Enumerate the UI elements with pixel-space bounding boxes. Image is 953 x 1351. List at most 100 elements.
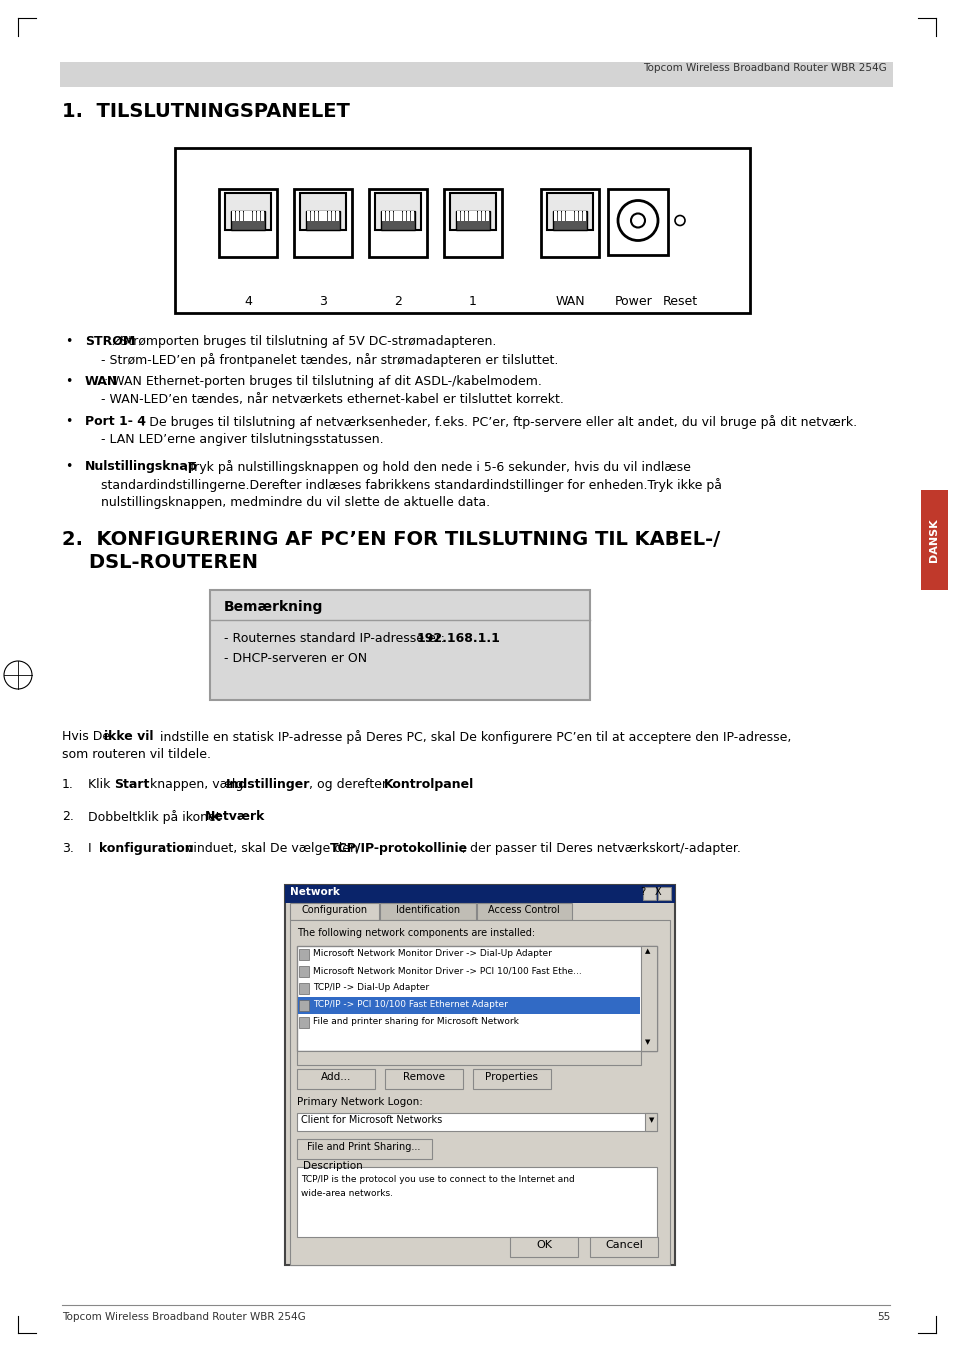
Bar (380, 902, 476, 920)
Bar (296, 1167, 657, 1238)
Bar (296, 1139, 432, 1159)
Bar (240, 211, 243, 222)
Text: Client for Microsoft Networks: Client for Microsoft Networks (301, 1115, 442, 1125)
Bar (244, 211, 248, 222)
Text: 3: 3 (318, 295, 327, 308)
Bar (253, 211, 255, 222)
Text: 1.  TILSLUTNINGSPANELET: 1. TILSLUTNINGSPANELET (62, 101, 350, 122)
Bar (210, 590, 589, 700)
Bar (546, 192, 593, 230)
Bar (473, 1069, 551, 1089)
Text: wide-area networks.: wide-area networks. (301, 1189, 393, 1198)
Text: knappen, vælg: knappen, vælg (147, 778, 248, 790)
Bar (296, 1113, 657, 1131)
Bar (574, 211, 578, 222)
Bar (443, 189, 501, 257)
Bar (540, 189, 598, 257)
Bar (323, 211, 327, 222)
Text: •: • (65, 459, 72, 473)
Bar (640, 946, 657, 1051)
Bar (311, 211, 314, 222)
Bar (477, 211, 480, 222)
Bar (248, 211, 252, 222)
Bar (235, 211, 239, 222)
Bar (589, 1238, 658, 1256)
Text: 2.: 2. (62, 811, 73, 823)
Text: ikke vil: ikke vil (104, 730, 153, 743)
Bar (578, 211, 581, 222)
Text: TCP/IP -> PCI 10/100 Fast Ethernet Adapter: TCP/IP -> PCI 10/100 Fast Ethernet Adapt… (313, 1000, 507, 1009)
Bar (464, 211, 468, 222)
Bar (307, 211, 310, 222)
Bar (920, 490, 947, 590)
Bar (385, 211, 389, 222)
Bar (390, 211, 393, 222)
Bar (561, 211, 565, 222)
Text: Configuration: Configuration (301, 905, 367, 915)
Bar (398, 211, 401, 222)
Bar (449, 192, 496, 230)
Bar (473, 211, 476, 222)
Text: The following network components are installed:: The following network components are ins… (296, 928, 535, 938)
Bar (298, 1000, 309, 1011)
Bar (285, 885, 675, 1265)
Text: : De bruges til tilslutning af netværksenheder, f.eks. PC’er, ftp-servere eller : : De bruges til tilslutning af netværkse… (141, 415, 856, 430)
Text: OK: OK (536, 1240, 552, 1250)
Text: ▼: ▼ (648, 1117, 654, 1123)
Bar (553, 211, 586, 230)
Text: Properties: Properties (485, 1071, 537, 1082)
Text: vinduet, skal De vælge den: vinduet, skal De vælge den (182, 842, 361, 855)
Bar (375, 192, 421, 230)
Text: ?: ? (639, 888, 644, 897)
Bar (456, 211, 459, 222)
Bar (658, 888, 670, 900)
Text: standardindstillingerne.Derefter indlæses fabrikkens standardindstillinger for e: standardindstillingerne.Derefter indlæse… (85, 478, 721, 492)
Text: Power: Power (615, 295, 652, 308)
Bar (469, 211, 472, 222)
Text: Hvis De: Hvis De (62, 730, 114, 743)
Bar (642, 888, 656, 900)
Bar (219, 189, 276, 257)
Text: - Strøm-LED’en på frontpanelet tændes, når strømadapteren er tilsluttet.: - Strøm-LED’en på frontpanelet tændes, n… (85, 353, 558, 367)
Text: WAN: WAN (85, 376, 118, 388)
Text: •: • (65, 376, 72, 388)
Bar (298, 966, 309, 977)
Bar (385, 1069, 462, 1089)
Text: Start: Start (114, 778, 150, 790)
Bar (294, 189, 352, 257)
Text: File and printer sharing for Microsoft Network: File and printer sharing for Microsoft N… (313, 1017, 518, 1025)
Bar (510, 1238, 578, 1256)
Bar (553, 211, 557, 222)
Bar (296, 1069, 375, 1089)
Text: DANSK: DANSK (928, 519, 939, 562)
Bar (225, 192, 271, 230)
Text: nulstillingsknappen, medmindre du vil slette de aktuelle data.: nulstillingsknappen, medmindre du vil sl… (85, 496, 490, 509)
Text: •: • (65, 335, 72, 349)
Text: Indstillinger: Indstillinger (226, 778, 310, 790)
Text: STRØM: STRØM (85, 335, 135, 349)
Text: :Tryk på nulstillingsknappen og hold den nede i 5-6 sekunder, hvis du vil indlæs: :Tryk på nulstillingsknappen og hold den… (184, 459, 690, 474)
Bar (411, 211, 414, 222)
Text: : WAN Ethernet-porten bruges til tilslutning af dit ASDL-/kabelmodem.: : WAN Ethernet-porten bruges til tilslut… (104, 376, 541, 388)
Text: •: • (65, 415, 72, 428)
Bar (566, 211, 569, 222)
Bar (402, 211, 406, 222)
Text: 2: 2 (394, 295, 401, 308)
Bar (319, 211, 322, 222)
Bar (298, 1017, 309, 1028)
Bar (60, 62, 892, 86)
Text: :Strømporten bruges til tilslutning af 5V DC-strømadapteren.: :Strømporten bruges til tilslutning af 5… (116, 335, 496, 349)
Bar (290, 920, 669, 1265)
Text: 1.: 1. (62, 778, 73, 790)
Bar (381, 211, 385, 222)
Bar (335, 211, 339, 222)
Text: 192.168.1.1: 192.168.1.1 (416, 632, 500, 644)
Bar (381, 211, 415, 230)
Bar (290, 902, 379, 920)
Bar (298, 984, 309, 994)
Bar (285, 885, 675, 902)
Bar (485, 211, 489, 222)
Text: Klik: Klik (88, 778, 114, 790)
Text: Primary Network Logon:: Primary Network Logon: (296, 1097, 422, 1106)
Bar (327, 211, 331, 222)
